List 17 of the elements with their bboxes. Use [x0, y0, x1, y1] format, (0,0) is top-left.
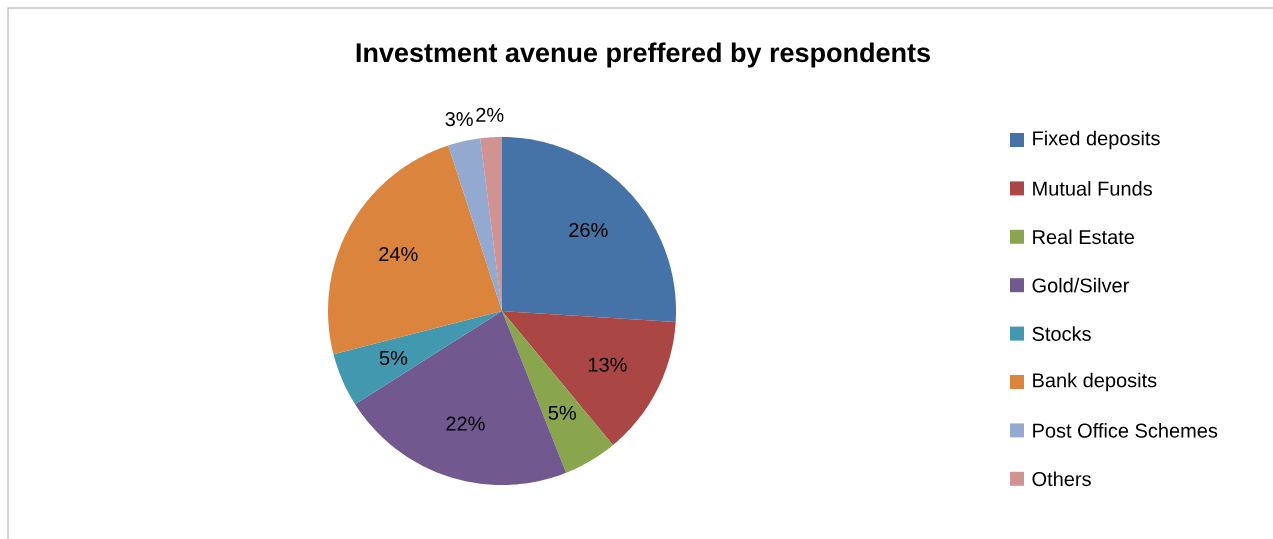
legend-label: Bank deposits [1033, 372, 1157, 392]
legend-label: Gold/Silver [1032, 277, 1130, 293]
data-label: 22% [446, 416, 485, 431]
legend-label: Stocks [1032, 326, 1091, 341]
chart-title: Investment avenue preffered by respondents [356, 42, 930, 68]
legend-label: Mutual Funds [1033, 181, 1152, 196]
legend-label: Others [1032, 471, 1091, 487]
data-label: 5% [548, 405, 576, 420]
data-label: 24% [379, 246, 418, 262]
legend-label: Fixed deposits [1033, 130, 1160, 150]
data-label: 5% [379, 350, 408, 366]
data-label: 2% [476, 107, 504, 122]
legend-label: Real Estate [1033, 229, 1135, 245]
data-label: 3% [445, 112, 473, 127]
data-label: 26% [569, 222, 608, 238]
data-label: 13% [588, 357, 627, 372]
legend-label: Post Office Schemes [1033, 423, 1218, 438]
